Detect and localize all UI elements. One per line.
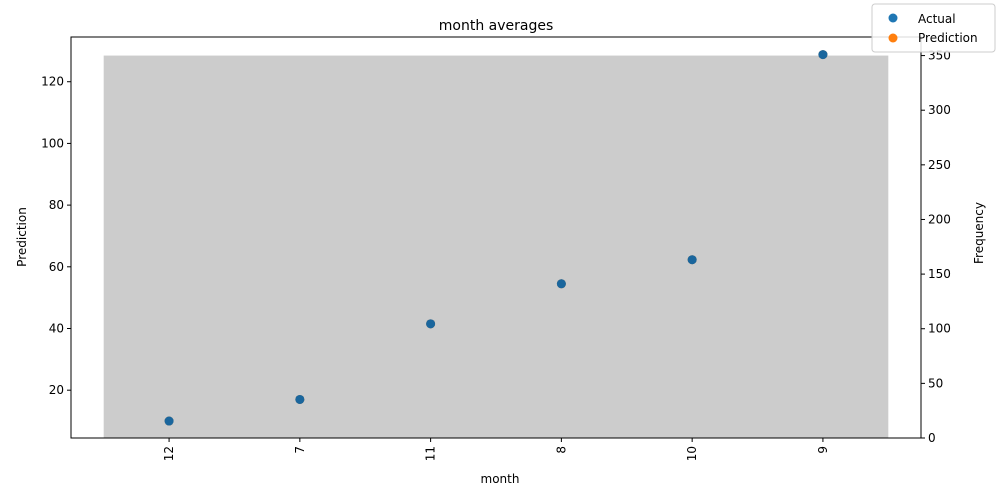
- y-tick-label-40: 40: [49, 321, 64, 335]
- legend-marker-prediction: [888, 33, 898, 43]
- y2-tick-label-100: 100: [928, 322, 951, 336]
- y2-tick-label-150: 150: [928, 267, 951, 281]
- chart-title: month averages: [439, 18, 554, 34]
- legend-marker-actual: [888, 13, 898, 23]
- x-tick-label-9: 9: [816, 446, 830, 454]
- legend-box: [871, 3, 996, 53]
- legend-label-prediction: Prediction: [918, 31, 978, 45]
- y2-tick-label-0: 0: [928, 431, 936, 445]
- x-tick-label-11: 11: [424, 446, 438, 461]
- legend-label-actual: Actual: [918, 12, 956, 26]
- y-axis-title: Prediction: [15, 207, 29, 267]
- y-tick-label-60: 60: [49, 260, 64, 274]
- point-overlap-7: [295, 394, 305, 404]
- y2-axis-title: Frequency: [972, 202, 986, 264]
- x-tick-label-7: 7: [293, 446, 307, 454]
- left-axis: 20 40 60 80 100 120: [41, 75, 71, 397]
- point-overlap-10: [687, 255, 697, 265]
- y2-tick-label-50: 50: [928, 376, 943, 390]
- y2-tick-label-200: 200: [928, 212, 951, 226]
- frequency-bar-layer: [103, 55, 889, 439]
- point-overlap-8: [556, 279, 566, 289]
- frequency-bar: [103, 55, 889, 439]
- legend: Actual Prediction: [871, 3, 996, 53]
- y-tick-label-100: 100: [41, 136, 64, 150]
- point-overlap-9: [818, 50, 828, 60]
- scatter-points-layer: [164, 50, 828, 426]
- y2-tick-label-250: 250: [928, 158, 951, 172]
- plot-frame: [70, 36, 922, 439]
- x-tick-label-12: 12: [162, 446, 176, 461]
- y-tick-label-80: 80: [49, 198, 64, 212]
- y-tick-label-120: 120: [41, 75, 64, 89]
- y2-tick-label-300: 300: [928, 103, 951, 117]
- x-tick-label-10: 10: [685, 446, 699, 461]
- point-overlap-11: [426, 319, 436, 329]
- x-axis: 12 7 11 8 10 9: [162, 438, 830, 461]
- x-tick-label-8: 8: [554, 446, 568, 454]
- x-axis-title: month: [481, 472, 520, 486]
- point-overlap-12: [164, 416, 174, 426]
- y-tick-label-20: 20: [49, 383, 64, 397]
